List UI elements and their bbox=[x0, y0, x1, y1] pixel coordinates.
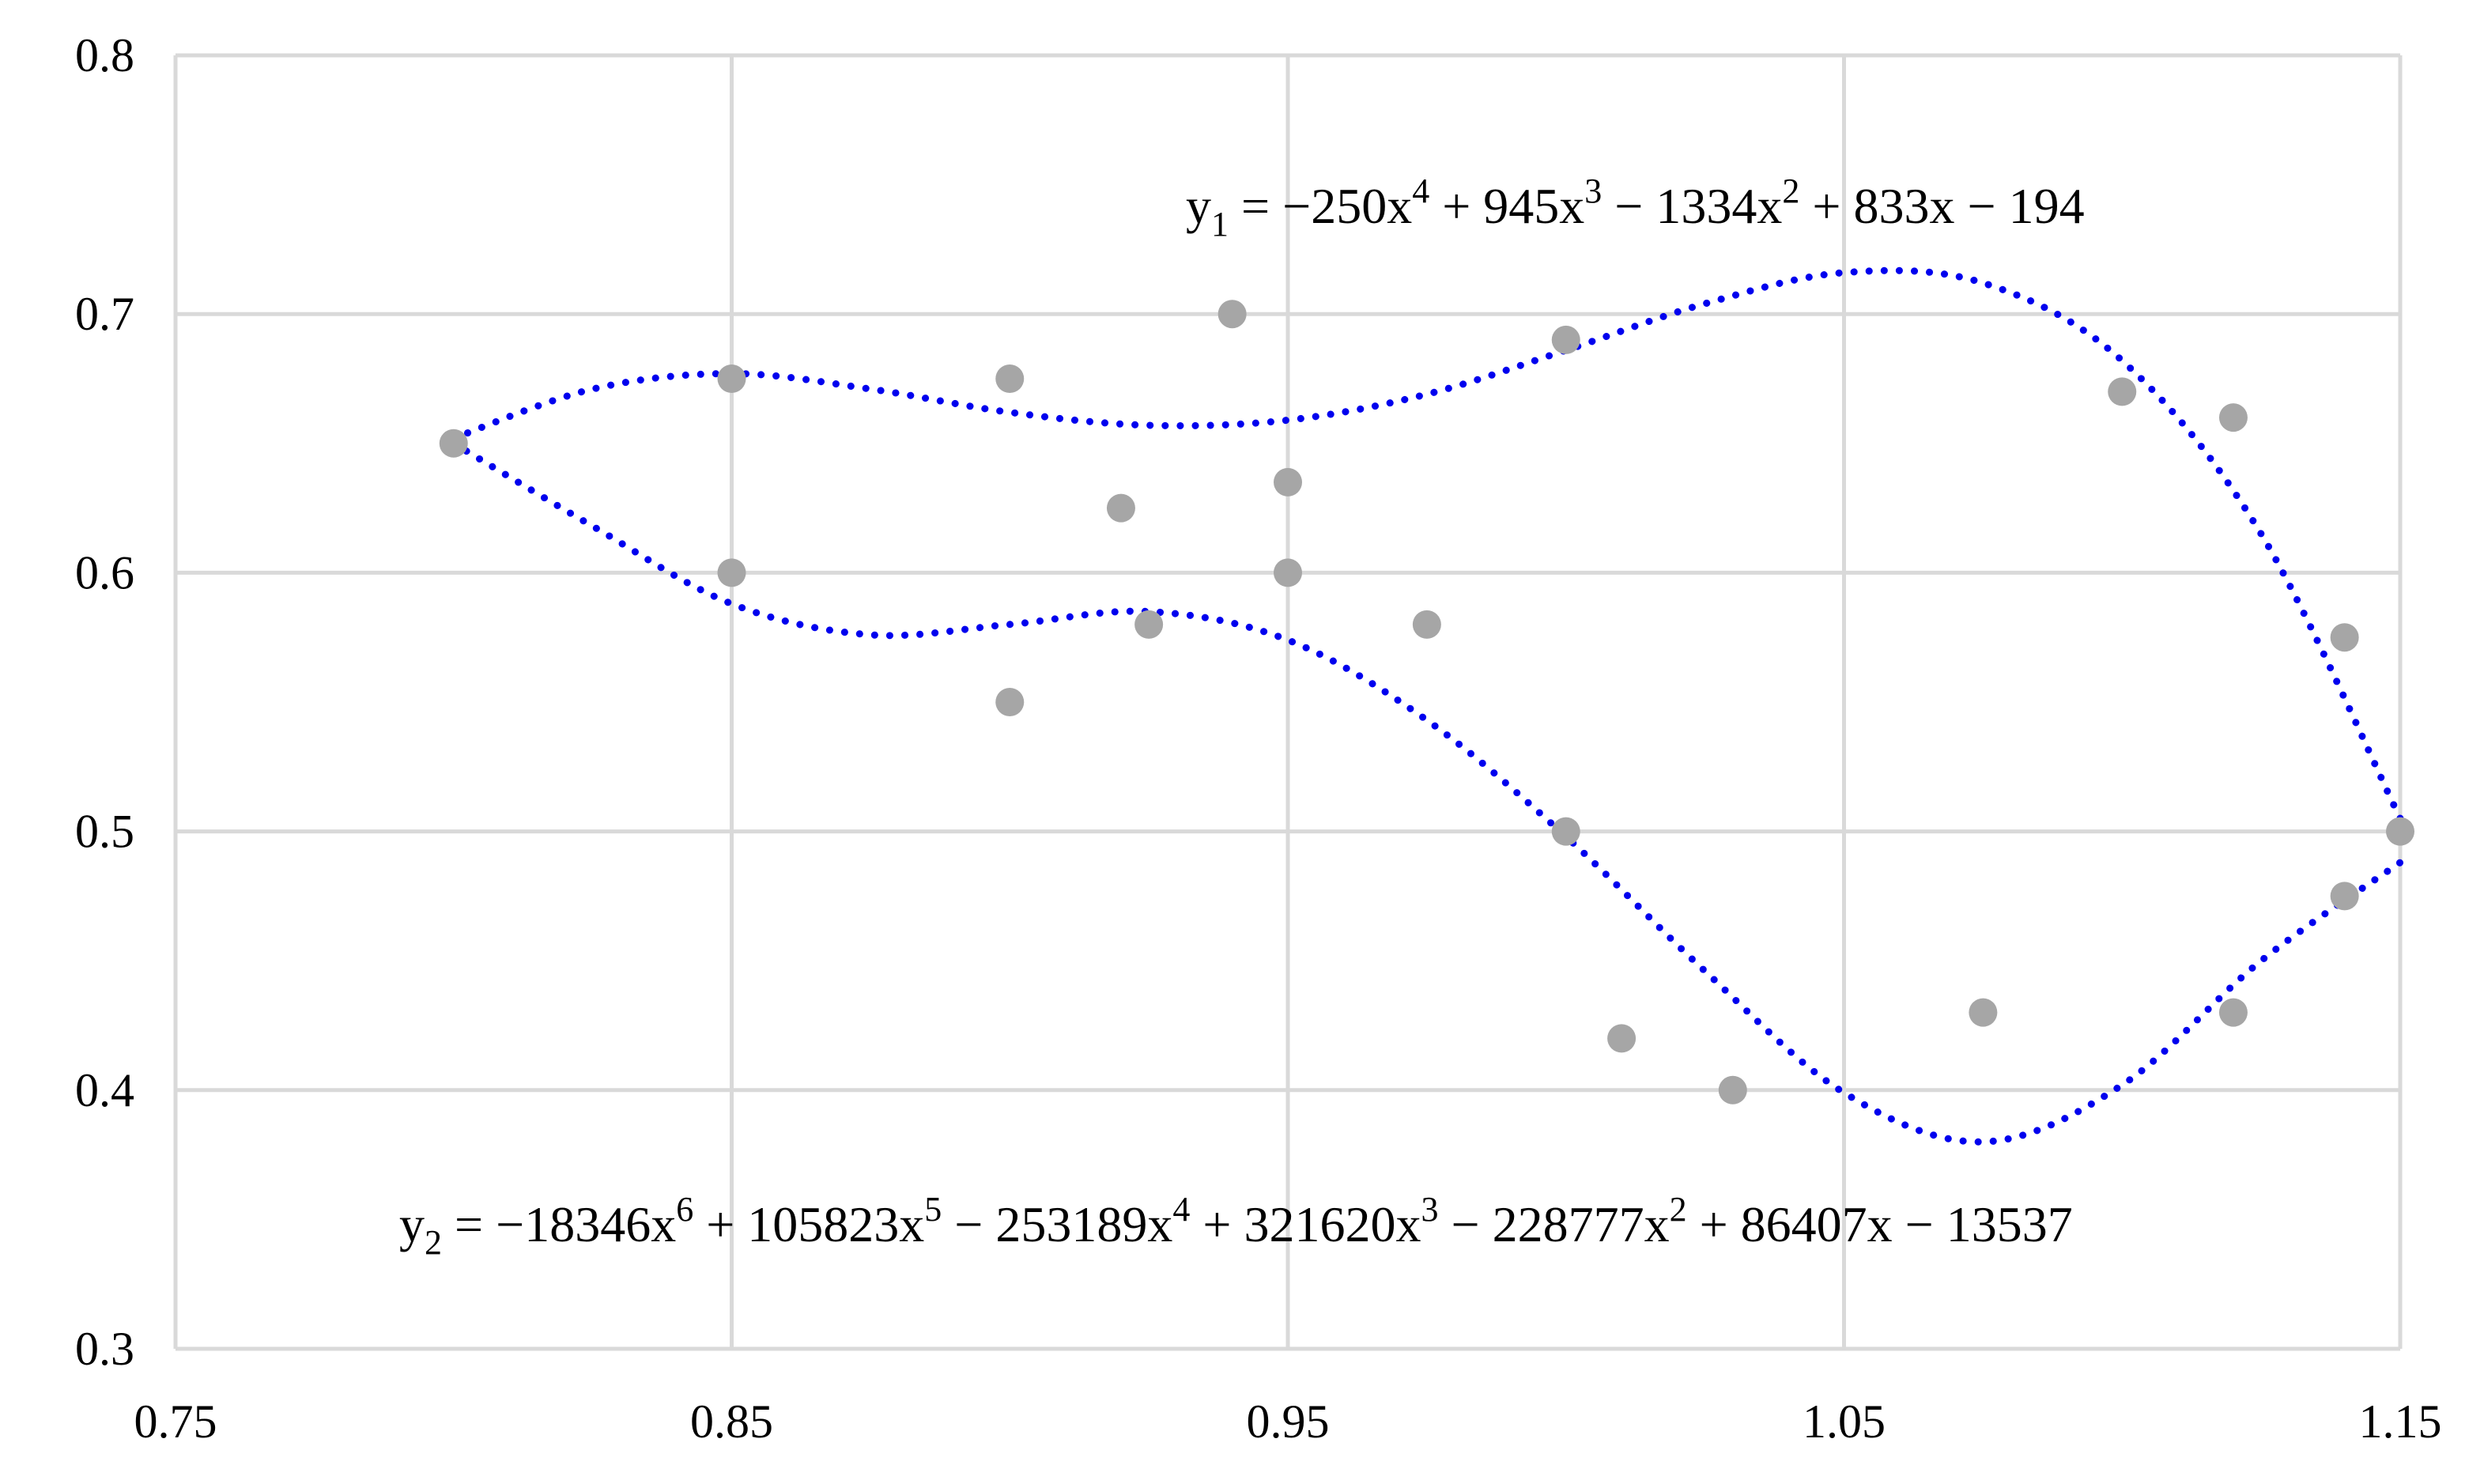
data-point bbox=[717, 364, 746, 393]
data-point bbox=[1969, 998, 1998, 1027]
data-point bbox=[1551, 817, 1580, 846]
x-axis-tick-labels: 0.75 0.85 0.95 1.05 1.15 bbox=[134, 1395, 2442, 1448]
trendlines bbox=[450, 266, 2404, 1146]
data-point bbox=[1134, 610, 1164, 639]
y-tick-label: 0.3 bbox=[75, 1323, 134, 1375]
data-point bbox=[439, 429, 468, 458]
data-point bbox=[1217, 300, 1247, 329]
data-point bbox=[1607, 1024, 1636, 1053]
data-point bbox=[1551, 325, 1580, 354]
data-point bbox=[2330, 882, 2359, 911]
data-point bbox=[717, 558, 746, 587]
data-point bbox=[1106, 493, 1135, 523]
y-tick-label: 0.4 bbox=[75, 1064, 134, 1116]
data-point bbox=[1274, 558, 1302, 587]
x-tick-label: 0.95 bbox=[1247, 1395, 1330, 1448]
data-point bbox=[995, 688, 1025, 716]
data-point bbox=[1412, 610, 1441, 639]
y-tick-label: 0.7 bbox=[75, 288, 134, 340]
trendline-1 bbox=[450, 266, 2404, 822]
data-point bbox=[2108, 377, 2137, 406]
x-tick-label: 1.15 bbox=[2359, 1395, 2442, 1448]
x-tick-label: 0.75 bbox=[134, 1395, 217, 1448]
data-point bbox=[1718, 1075, 1747, 1105]
data-point bbox=[2218, 403, 2248, 432]
y-axis-tick-labels: 0.3 0.4 0.5 0.6 0.7 0.8 bbox=[75, 29, 134, 1375]
trendline-2 bbox=[450, 440, 2404, 1146]
gridlines bbox=[173, 53, 2403, 1351]
x-tick-label: 0.85 bbox=[690, 1395, 773, 1448]
x-tick-label: 1.05 bbox=[1803, 1395, 1886, 1448]
data-point bbox=[2386, 817, 2414, 846]
trendline-2-equation: y2 = −18346x6 + 105823x5 − 253189x4 + 32… bbox=[399, 1190, 2073, 1262]
trendline-1-equation: y1 = −250x4 + 945x3 − 1334x2 + 833x − 19… bbox=[1186, 172, 2085, 244]
y-tick-label: 0.5 bbox=[75, 806, 134, 858]
data-point bbox=[1274, 467, 1302, 497]
data-point bbox=[995, 364, 1025, 393]
data-point bbox=[2218, 998, 2248, 1027]
data-point bbox=[2330, 623, 2359, 652]
y-tick-label: 0.6 bbox=[75, 546, 134, 599]
data-points bbox=[439, 300, 2414, 1105]
y-tick-label: 0.8 bbox=[75, 29, 134, 81]
